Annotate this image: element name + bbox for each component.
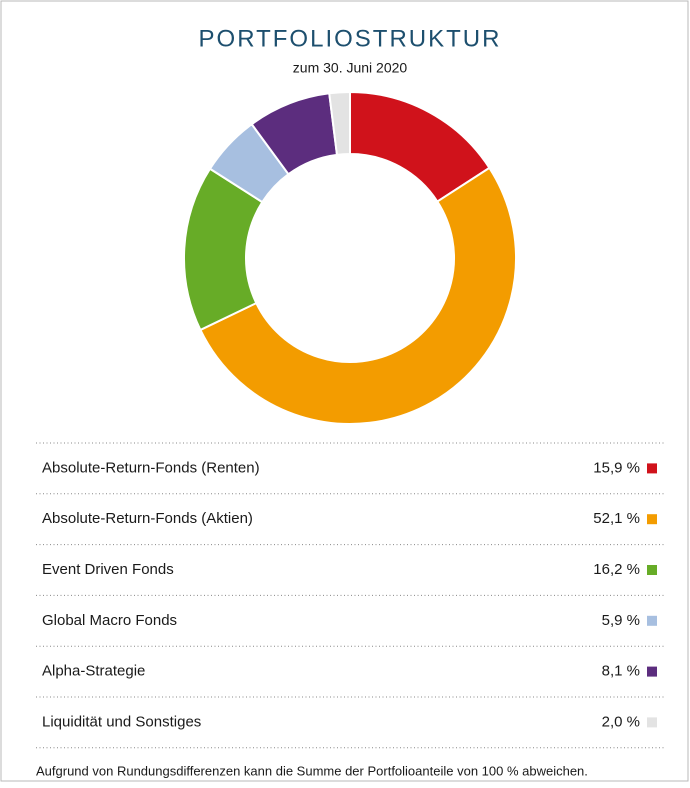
legend-swatch [647, 463, 657, 474]
legend-swatch [647, 615, 657, 626]
row-value: 8,1 % [602, 663, 640, 680]
row-label: Global Macro Fonds [42, 612, 177, 629]
chart-subtitle: zum 30. Juni 2020 [293, 60, 408, 76]
row-label: Alpha-Strategie [42, 663, 145, 680]
row-value: 5,9 % [602, 612, 640, 629]
legend-swatch [647, 565, 657, 575]
row-label: Event Driven Fonds [42, 561, 174, 578]
row-label: Absolute-Return-Fonds (Renten) [42, 459, 260, 476]
row-value: 52,1 % [593, 510, 640, 527]
legend-swatch [647, 666, 657, 677]
donut-slice [328, 90, 351, 156]
row-value: 2,0 % [602, 713, 640, 730]
legend-swatch [647, 717, 657, 728]
footnote: Aufgrund von Rundungsdifferenzen kann di… [36, 763, 588, 778]
row-value: 16,2 % [593, 561, 640, 578]
row-value: 15,9 % [593, 459, 640, 476]
legend-swatch [647, 514, 657, 525]
chart-title: PORTFOLIOSTRUKTUR [199, 25, 502, 52]
donut-slice [199, 166, 518, 425]
row-label: Liquidität und Sonstiges [42, 713, 201, 730]
row-label: Absolute-Return-Fonds (Aktien) [42, 510, 253, 527]
